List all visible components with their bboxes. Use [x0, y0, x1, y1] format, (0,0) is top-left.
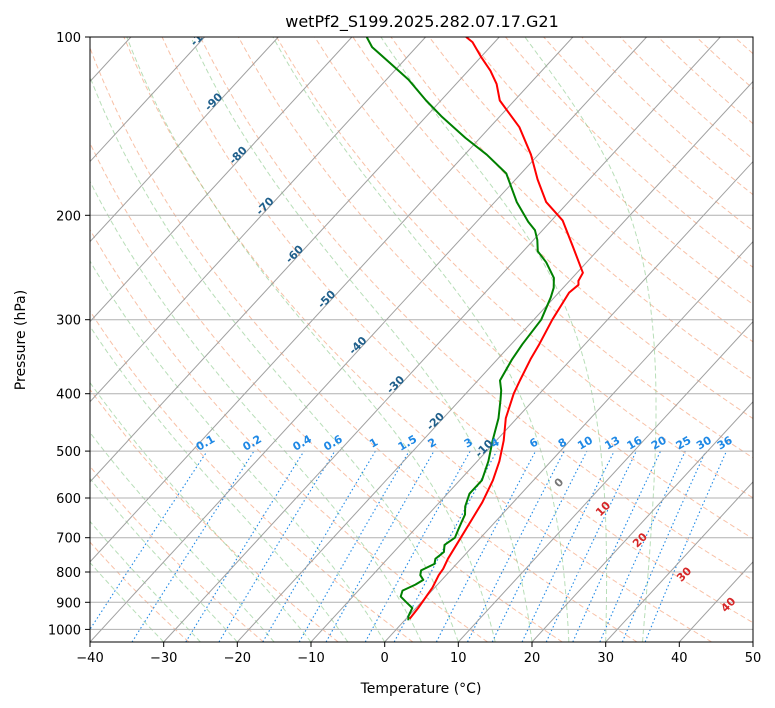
x-tick-label: 20	[524, 651, 541, 666]
isotherm-line	[236, 80, 753, 642]
x-axis-label: Temperature (°C)	[360, 681, 482, 697]
y-tick-label: 300	[56, 314, 81, 329]
dry-adiabat	[90, 310, 414, 642]
moist-adiabat	[126, 37, 496, 642]
x-tick-label: 40	[671, 651, 688, 666]
y-tick-label: 800	[56, 566, 81, 581]
isotherm-line	[310, 160, 753, 642]
moist-adiabat	[90, 325, 349, 642]
x-tick-label: −40	[76, 651, 103, 666]
x-tick-label: 50	[745, 651, 762, 666]
isotherm-line	[605, 481, 753, 642]
isotherm-line	[457, 320, 753, 642]
mixing-ratio-line	[491, 450, 588, 642]
isotherm-line	[90, 37, 353, 323]
mixing-ratio-line	[131, 450, 255, 642]
dry-adiabat	[390, 37, 753, 381]
x-tick-label: 10	[450, 651, 467, 666]
isotherm-line	[90, 37, 647, 642]
dry-adiabat	[90, 465, 264, 642]
series-line-dewpoint	[365, 37, 555, 621]
isotherm-line	[90, 37, 205, 163]
isotherm-line	[163, 37, 721, 642]
y-tick-label: 200	[56, 209, 81, 224]
isotherm-label: -100	[188, 20, 217, 49]
y-tick-label: 700	[56, 532, 81, 547]
isotherm-line	[90, 37, 426, 403]
y-tick-label: 1000	[48, 623, 81, 638]
moist-adiabat	[90, 260, 386, 642]
dry-adiabat	[352, 37, 753, 420]
isotherm-line	[90, 37, 574, 563]
dry-adiabat	[276, 37, 753, 499]
isotherm-line	[384, 240, 753, 642]
x-tick-label: −20	[224, 651, 251, 666]
dry-adiabat	[161, 37, 753, 624]
dry-adiabat	[90, 46, 638, 642]
isotherm-line	[90, 37, 500, 483]
moist-adiabat	[90, 180, 422, 642]
mixing-ratio-line	[621, 450, 707, 642]
y-tick-label: 100	[56, 31, 81, 46]
x-tick-label: 0	[381, 651, 389, 666]
moist-adiabat	[90, 431, 275, 642]
x-tick-label: −30	[150, 651, 177, 666]
x-tick-label: −10	[297, 651, 324, 666]
mixing-ratio-line	[599, 450, 686, 642]
series-line-temperature	[408, 37, 584, 620]
mixing-ratio-line	[325, 450, 435, 642]
mixing-ratio-line	[364, 450, 471, 642]
moist-adiabat	[524, 37, 657, 642]
dry-adiabat	[123, 37, 712, 642]
moist-adiabat	[272, 37, 570, 642]
isotherm-line	[90, 37, 279, 243]
mixing-ratio-line	[218, 450, 336, 642]
y-tick-label: 400	[56, 388, 81, 403]
moist-adiabat	[90, 477, 238, 642]
moist-adiabat	[90, 561, 165, 642]
x-tick-label: 30	[597, 651, 614, 666]
chart-title: wetPf2_S199.2025.282.07.17.G21	[285, 12, 559, 32]
moist-adiabat	[90, 75, 459, 642]
dry-adiabat	[90, 142, 563, 642]
y-axis-label: Pressure (hPa)	[13, 290, 29, 390]
y-tick-label: 900	[56, 596, 81, 611]
moist-adiabat	[190, 37, 533, 642]
mixing-ratio-line	[185, 450, 305, 642]
dry-adiabat	[199, 37, 753, 581]
dry-adiabat	[237, 37, 753, 540]
mixing-ratio-line	[90, 450, 208, 631]
isotherm-line	[531, 401, 753, 642]
plot-frame	[89, 36, 754, 643]
y-tick-label: 600	[56, 492, 81, 507]
mixing-ratio-line	[467, 450, 565, 642]
dry-adiabat	[466, 37, 753, 305]
moist-adiabat	[90, 520, 201, 642]
y-tick-label: 500	[56, 445, 81, 460]
